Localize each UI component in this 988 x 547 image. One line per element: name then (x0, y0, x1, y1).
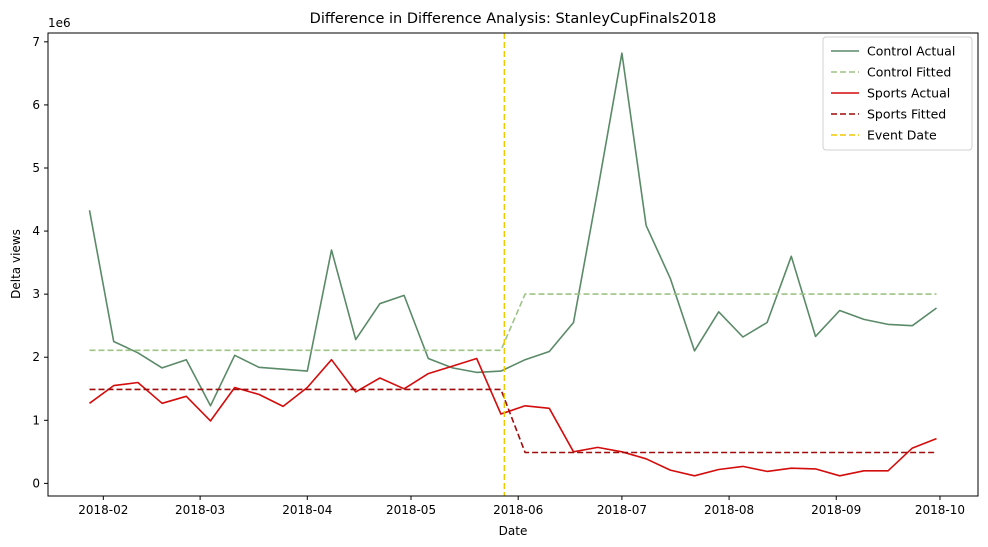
y-tick-label: 7 (32, 35, 40, 49)
x-tick-label: 2018-10 (915, 503, 965, 517)
y-tick-label: 0 (32, 476, 40, 490)
y-axis: 0 1 2 3 4 5 6 7 (32, 35, 48, 490)
x-axis: 2018-02 2018-03 2018-04 2018-05 2018-06 2018-… (78, 496, 965, 517)
x-axis-label: Date (499, 524, 528, 538)
legend-entry-sports-fitted: Sports Fitted (867, 107, 946, 122)
y-tick-label: 4 (32, 224, 40, 238)
chart-title: Difference in Difference Analysis: Stanl… (310, 11, 717, 27)
legend-entry-event-date: Event Date (867, 128, 937, 143)
legend-entry-sports-actual: Sports Actual (867, 86, 950, 101)
y-axis-label: Delta views (9, 229, 23, 299)
series-sports-fitted (89, 388, 937, 454)
legend-box (822, 36, 973, 151)
plot-area (88, 33, 937, 496)
y-tick-label: 3 (32, 287, 40, 301)
y-offset-label: 1e6 (48, 16, 71, 30)
y-tick-label: 1 (32, 413, 40, 427)
series-control-actual (88, 52, 937, 407)
x-tick-label: 2018-04 (282, 503, 332, 517)
legend-entry-control-fitted: Control Fitted (867, 65, 951, 80)
x-tick-label: 2018-09 (811, 503, 861, 517)
plot-frame (47, 32, 979, 497)
x-tick-label: 2018-06 (493, 503, 543, 517)
y-tick-label: 5 (32, 161, 40, 175)
y-tick-label: 2 (32, 350, 40, 364)
x-tick-label: 2018-02 (78, 503, 128, 517)
legend: Control Actual Control Fitted Sports Actua… (822, 36, 973, 151)
x-tick-label: 2018-08 (704, 503, 754, 517)
series-control-fitted (89, 293, 937, 352)
series-sports-actual (89, 357, 937, 477)
y-tick-label: 6 (32, 98, 40, 112)
x-tick-label: 2018-05 (386, 503, 436, 517)
x-tick-label: 2018-07 (597, 503, 647, 517)
legend-entry-control-actual: Control Actual (867, 44, 955, 59)
x-tick-label: 2018-03 (175, 503, 225, 517)
